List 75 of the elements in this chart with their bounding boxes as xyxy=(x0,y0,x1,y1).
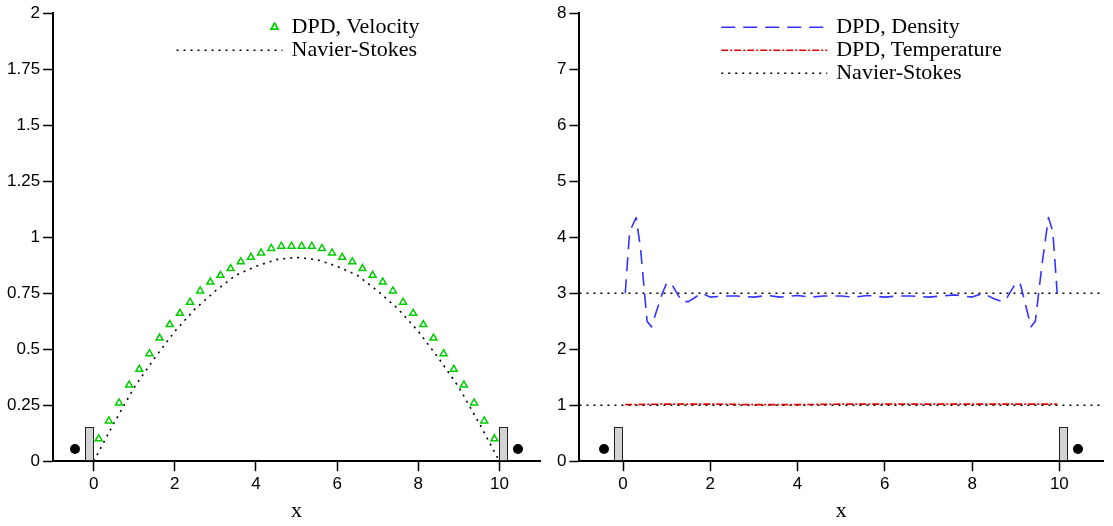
point xyxy=(358,263,367,272)
y-tick-label: 0 xyxy=(556,450,567,470)
point xyxy=(124,380,134,388)
point xyxy=(226,263,235,272)
legend-label: DPD, Density xyxy=(836,12,960,38)
point xyxy=(287,241,296,249)
point xyxy=(479,416,489,424)
point xyxy=(419,319,428,328)
point xyxy=(317,243,327,252)
y-tick-label: 8 xyxy=(556,2,567,22)
x-tick-label: 4 xyxy=(251,474,261,494)
x-tick-label: 10 xyxy=(489,474,509,494)
point xyxy=(266,243,276,252)
point xyxy=(135,364,144,373)
x-tick-label: 10 xyxy=(1049,474,1069,494)
point xyxy=(429,333,438,341)
point xyxy=(206,277,215,285)
point xyxy=(378,277,387,285)
point xyxy=(469,398,479,406)
point xyxy=(175,308,185,317)
point xyxy=(216,270,225,279)
y-tick-label: 2 xyxy=(30,2,41,22)
x-tick-label: 2 xyxy=(705,474,716,494)
y-tick-label: 0.75 xyxy=(6,282,41,302)
point xyxy=(327,248,337,256)
x-axis-title: x xyxy=(291,496,303,522)
x-tick-label: 6 xyxy=(880,474,890,494)
x-axis-title: x xyxy=(835,496,847,522)
y-tick-label: 3 xyxy=(556,282,567,302)
point xyxy=(337,252,347,261)
point xyxy=(408,308,418,317)
point xyxy=(165,319,174,328)
point xyxy=(398,297,408,305)
point xyxy=(145,348,154,357)
y-tick-label: 1 xyxy=(556,394,567,414)
point xyxy=(195,286,205,294)
point xyxy=(297,241,306,249)
y-tick-label: 5 xyxy=(556,170,567,190)
y-tick-label: 7 xyxy=(556,58,567,78)
y-tick-label: 2 xyxy=(556,338,567,358)
x-tick-label: 8 xyxy=(967,474,977,494)
y-tick-label: 1 xyxy=(30,226,41,246)
legend-label: DPD, Velocity xyxy=(291,12,420,38)
point xyxy=(307,241,316,249)
point xyxy=(256,248,266,256)
point xyxy=(439,348,448,357)
point xyxy=(368,270,377,279)
y-tick-label: 0.25 xyxy=(6,394,41,414)
x-tick-label: 0 xyxy=(88,474,99,494)
point xyxy=(185,297,195,305)
y-tick-label: 0.5 xyxy=(16,338,41,358)
point xyxy=(449,364,458,373)
point xyxy=(459,380,469,388)
x-tick-label: 6 xyxy=(332,474,342,494)
line-series xyxy=(624,216,1058,328)
y-tick-label: 1.25 xyxy=(6,170,41,190)
y-tick-label: 6 xyxy=(556,114,567,134)
y-tick-label: 0 xyxy=(30,450,41,470)
point xyxy=(114,398,124,406)
point xyxy=(277,241,286,249)
point xyxy=(348,257,357,265)
point xyxy=(246,252,256,261)
x-tick-label: 8 xyxy=(413,474,424,494)
y-tick-label: 1.5 xyxy=(16,114,41,134)
point xyxy=(490,434,499,442)
y-tick-label: 1.75 xyxy=(6,58,41,78)
point xyxy=(236,257,245,265)
x-tick-label: 2 xyxy=(170,474,180,494)
x-tick-label: 0 xyxy=(618,474,628,494)
point xyxy=(94,434,103,442)
point xyxy=(104,416,114,424)
point xyxy=(388,286,398,294)
x-tick-label: 4 xyxy=(792,474,803,494)
point xyxy=(155,333,164,341)
y-tick-label: 4 xyxy=(556,226,567,246)
